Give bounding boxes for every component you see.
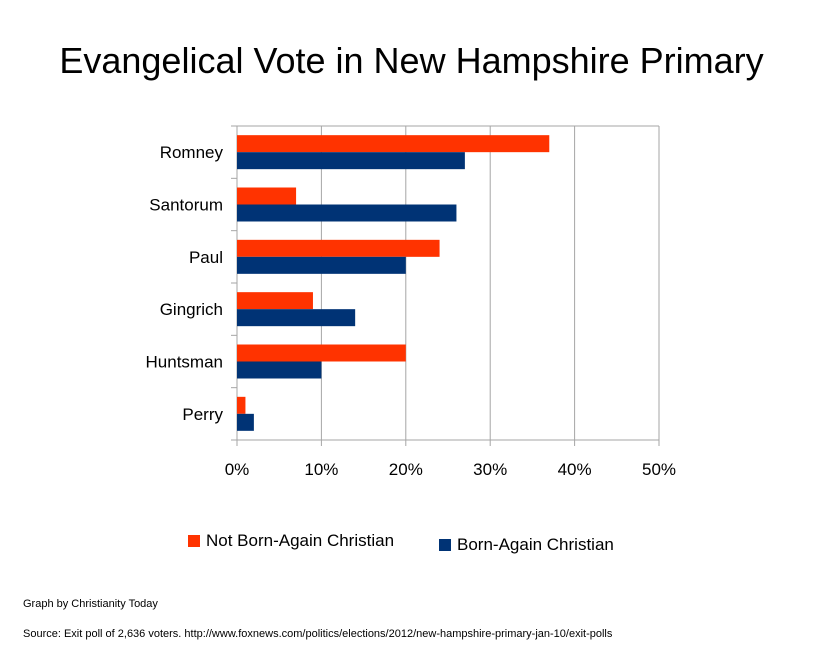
category-label: Santorum [149, 196, 223, 215]
category-label: Perry [182, 405, 223, 424]
bar-perry-born-again [237, 413, 254, 431]
legend-swatch-blue [439, 539, 451, 551]
bar-paul-not-born-again [237, 239, 440, 257]
x-tick-label: 30% [473, 460, 507, 479]
legend-swatch-red [188, 535, 200, 547]
x-tick-label: 40% [558, 460, 592, 479]
bar-romney-born-again [237, 152, 465, 170]
x-tick-label: 10% [304, 460, 338, 479]
bar-perry-not-born-again [237, 396, 246, 414]
x-tick-label: 50% [642, 460, 676, 479]
x-tick-label: 0% [225, 460, 250, 479]
category-label: Gingrich [160, 300, 223, 319]
bar-paul-born-again [237, 256, 406, 274]
chart-title: Evangelical Vote in New Hampshire Primar… [59, 40, 764, 81]
legend-label: Not Born-Again Christian [206, 531, 395, 550]
bar-gingrich-not-born-again [237, 292, 313, 310]
legend-item-born-again: Born-Again Christian [439, 535, 614, 555]
bar-santorum-not-born-again [237, 187, 297, 205]
bar-romney-not-born-again [237, 135, 550, 153]
bar-huntsman-not-born-again [237, 344, 406, 362]
category-label: Paul [189, 248, 223, 267]
bar-gingrich-born-again [237, 309, 356, 327]
legend-item-not-born-again: Not Born-Again Christian [188, 531, 394, 551]
legend-label: Born-Again Christian [457, 535, 614, 554]
x-tick-label: 20% [389, 460, 423, 479]
bar-huntsman-born-again [237, 361, 322, 379]
credit-text: Graph by Christianity Today [23, 598, 158, 610]
source-text: Source: Exit poll of 2,636 voters. http:… [23, 628, 613, 640]
bar-santorum-born-again [237, 204, 457, 222]
category-label: Romney [160, 143, 224, 162]
category-label: Huntsman [146, 353, 223, 372]
